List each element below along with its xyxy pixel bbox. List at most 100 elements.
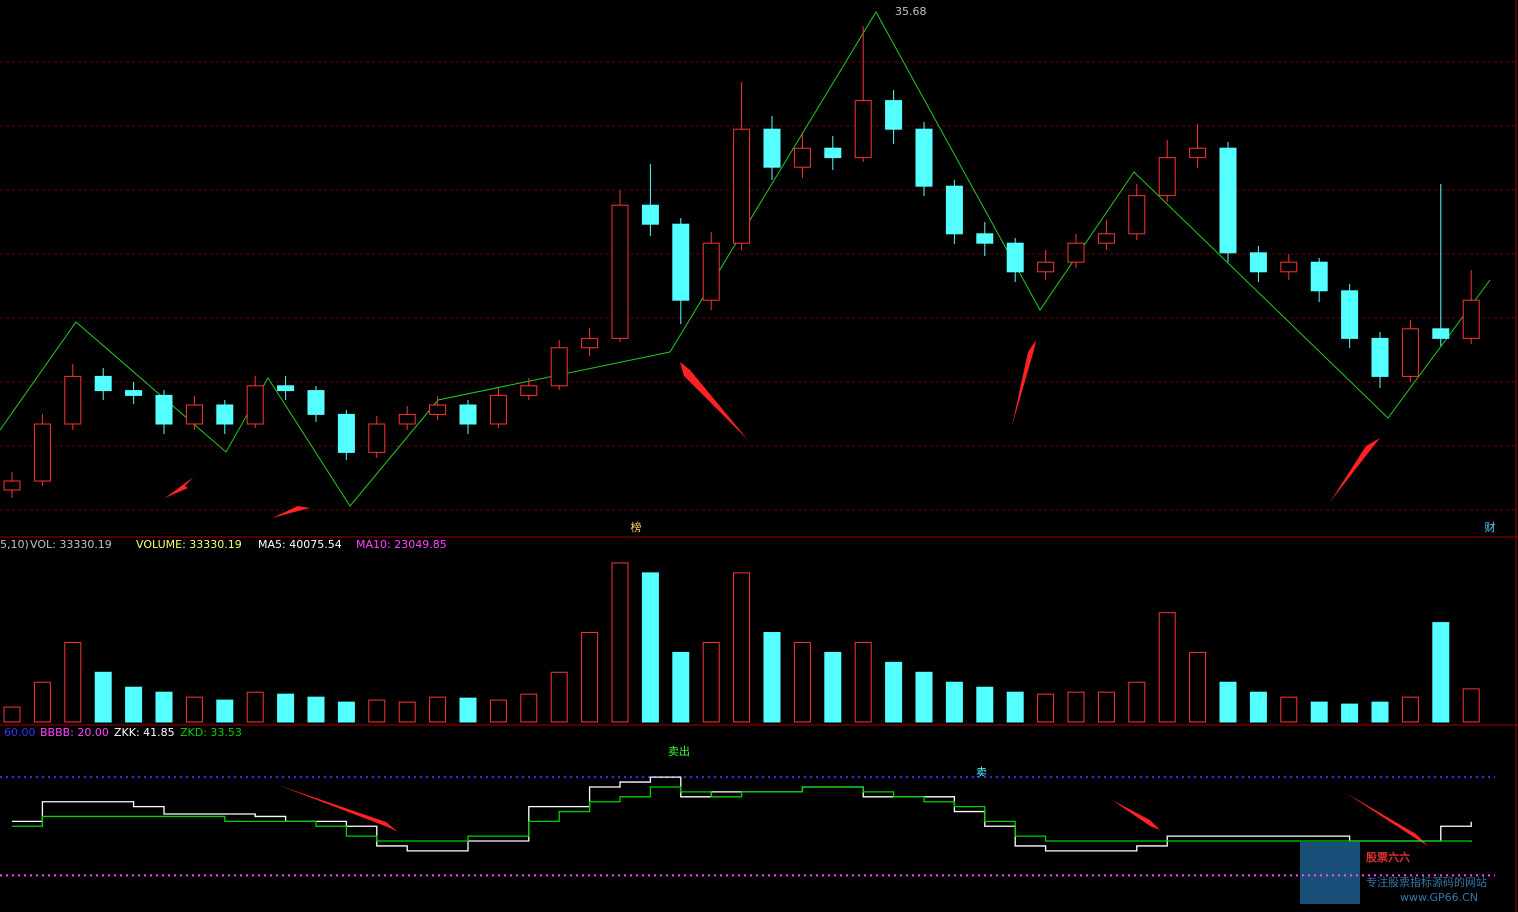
volume-bar <box>429 696 447 723</box>
volume-bar <box>1158 612 1176 723</box>
volume-bar <box>185 696 203 723</box>
candle-body <box>854 100 872 159</box>
volume-bar <box>1401 696 1419 723</box>
candle-body <box>1097 233 1115 244</box>
legend-item: 60.00 <box>4 726 36 739</box>
volume-bar <box>277 693 295 723</box>
candle-body <box>64 375 82 425</box>
volume-bar <box>520 693 538 723</box>
candle-body <box>155 394 173 425</box>
legend-item: VOLUME: 33330.19 <box>136 538 242 551</box>
volume-bar <box>824 651 842 723</box>
candle-body <box>185 404 203 425</box>
candle-body <box>763 128 781 168</box>
candle-body <box>459 404 477 425</box>
volume-bar <box>368 699 386 723</box>
volume-bar <box>1371 701 1389 723</box>
volume-bar <box>1432 622 1450 723</box>
candle-body <box>1310 261 1328 292</box>
candle-body <box>945 185 963 235</box>
volume-bar <box>1189 651 1207 723</box>
volume-bar <box>64 641 82 723</box>
volume-bar <box>854 641 872 723</box>
volume-bar <box>1128 681 1146 723</box>
event-marker: 榜 <box>631 520 642 534</box>
candle-body <box>885 100 903 130</box>
volume-bar <box>307 696 325 723</box>
candle-body <box>1067 242 1085 263</box>
candle-body <box>824 147 842 159</box>
volume-bar <box>398 701 416 723</box>
volume-bar <box>155 691 173 723</box>
volume-bar <box>1067 691 1085 723</box>
volume-bar <box>793 641 811 723</box>
volume-bar <box>94 671 112 723</box>
watermark: 股票六六 专注股票指标源码的网站 www.GP66.CN <box>1300 842 1487 904</box>
candle-body <box>125 390 143 396</box>
candle-body <box>337 413 355 453</box>
event-marker: 财 <box>1485 520 1496 534</box>
volume-bar <box>459 697 477 723</box>
peak-label: 35.68 <box>895 5 927 18</box>
legend-item: 5,10) <box>0 538 29 551</box>
candle-body <box>33 423 51 482</box>
candle-body <box>307 390 325 415</box>
candle-body <box>3 480 21 491</box>
signal-label: 卖 <box>976 766 987 779</box>
volume-bar <box>216 699 234 723</box>
volume-bar <box>33 681 51 723</box>
candle-body <box>550 347 568 387</box>
volume-bar <box>733 572 751 723</box>
indicator-line <box>12 776 1472 852</box>
candle-body <box>489 394 507 425</box>
legend-item: ZKK: 41.85 <box>114 726 175 739</box>
volume-bar <box>1097 691 1115 723</box>
volume-bar <box>672 651 690 723</box>
volume-bar <box>1341 703 1359 723</box>
volume-bar <box>976 686 994 723</box>
candle-body <box>1158 157 1176 197</box>
candle-body <box>611 204 629 339</box>
candle-body <box>1432 328 1450 339</box>
candle-body <box>277 385 295 392</box>
candle-body <box>1189 147 1207 159</box>
candle-body <box>246 385 264 425</box>
candle-body <box>1006 242 1024 273</box>
volume-bar <box>337 701 355 723</box>
volume-bar <box>611 562 629 723</box>
volume-bar <box>885 661 903 723</box>
candle-body <box>216 404 234 425</box>
candle-body <box>1249 252 1267 273</box>
candle-body <box>1280 261 1298 273</box>
candle-body <box>793 147 811 168</box>
volume-bar <box>945 681 963 723</box>
arrows <box>165 340 1428 846</box>
candle-body <box>733 128 751 244</box>
candle-body <box>398 413 416 425</box>
signal-label: 卖出 <box>668 744 690 758</box>
candle-body <box>976 233 994 244</box>
candle-body <box>641 204 659 225</box>
legend-item: VOL: 33330.19 <box>30 538 112 551</box>
candle-body <box>1219 147 1237 254</box>
legend-item: MA5: 40075.54 <box>258 538 342 551</box>
candle-body <box>915 128 933 187</box>
volume-bar <box>763 632 781 723</box>
volume-bar <box>702 641 720 723</box>
candle-body <box>1341 290 1359 339</box>
volume-bar <box>1310 701 1328 723</box>
volume-bar <box>1280 696 1298 723</box>
candle-body <box>429 404 447 415</box>
candle-body <box>702 242 720 301</box>
candle-body <box>581 337 599 349</box>
candle-body <box>368 423 386 453</box>
legend-item: MA10: 23049.85 <box>356 538 447 551</box>
volume-bar <box>125 686 143 723</box>
candle-body <box>520 385 538 396</box>
price-grid <box>0 61 1518 511</box>
volume-bar <box>1219 681 1237 723</box>
candle-body <box>1401 328 1419 377</box>
candle-body <box>1037 261 1055 273</box>
candle-body <box>1371 337 1389 377</box>
